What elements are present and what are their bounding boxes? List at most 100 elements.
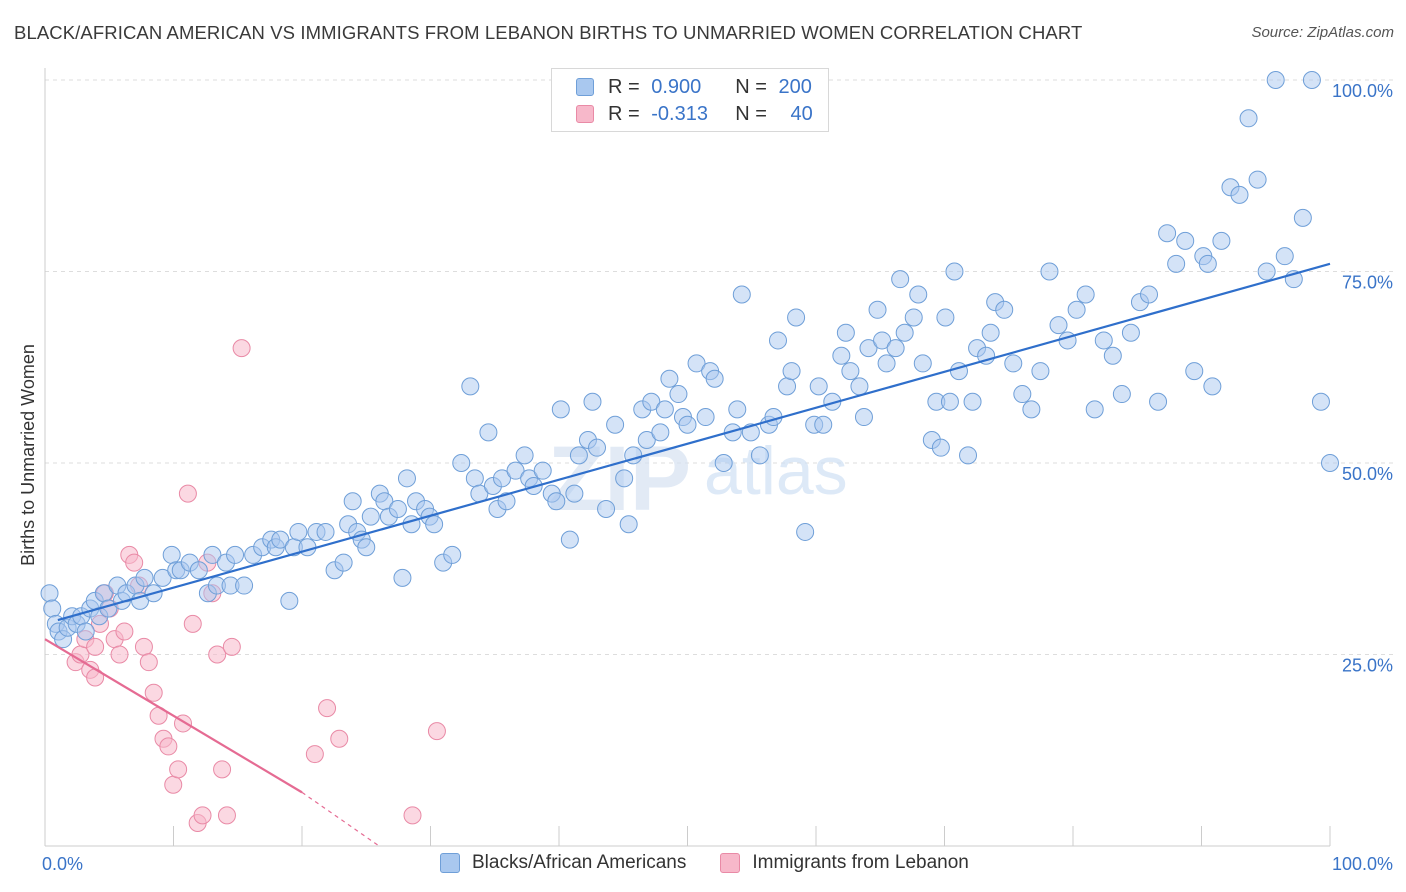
data-point-blacks [334,553,353,572]
data-point-lebanon [144,683,163,702]
trend-line-blacks [57,262,1331,622]
data-point-lebanon [183,614,202,633]
y-tick-label: 100.0% [1332,81,1393,101]
data-point-blacks [1121,323,1140,342]
data-point-blacks [226,545,245,564]
data-point-blacks [940,392,959,411]
data-point-lebanon [110,645,129,664]
series-legend: Blacks/African Americans Immigrants from… [440,852,1003,874]
data-point-blacks [945,262,964,281]
data-point-blacks [1266,71,1285,89]
data-point-blacks [868,300,887,319]
data-point-blacks [814,415,833,434]
data-point-blacks [583,392,602,411]
data-point-blacks [931,438,950,457]
data-point-blacks [235,576,254,595]
data-point-blacks [836,323,855,342]
data-point-lebanon [159,737,178,756]
data-point-blacks [651,423,670,442]
data-point-blacks [479,423,498,442]
data-point-lebanon [213,760,232,779]
series-lebanon [66,339,446,833]
data-point-lebanon [403,806,422,825]
correlation-legend: R = 0.900 N = 200 R = -0.313 N = 40 [551,68,829,132]
data-point-blacks [963,392,982,411]
data-point-blacks [1022,400,1041,419]
legend-r-value: 0.900 [651,75,702,98]
series-legend-item-lebanon[interactable]: Immigrants from Lebanon [720,852,969,874]
data-point-blacks [189,561,208,580]
data-point-blacks [497,492,516,511]
trend-line-lebanon-extrapolated [301,791,380,847]
data-point-blacks [854,408,873,427]
data-point-blacks [981,323,1000,342]
data-point-blacks [1103,346,1122,365]
legend-n-label: N = [735,102,767,125]
data-point-blacks [669,385,688,404]
data-point-blacks [203,545,222,564]
data-point-blacks [443,545,462,564]
data-point-blacks [1176,231,1195,250]
data-point-blacks [1049,316,1068,335]
data-point-lebanon [208,645,227,664]
data-point-blacks [936,308,955,327]
data-point-blacks [1311,392,1330,411]
data-point-blacks [565,484,584,503]
data-point-blacks [714,454,733,472]
data-point-blacks [642,392,661,411]
trend-line-lebanon [44,638,303,794]
data-point-lebanon [222,637,241,656]
data-point-blacks [1112,385,1131,404]
data-point-blacks [298,538,317,557]
data-point-blacks [877,354,896,373]
data-point-blacks [1248,170,1267,189]
data-point-blacks [619,515,638,534]
data-point-lebanon [115,622,134,641]
y-tick-label: 25.0% [1342,656,1393,676]
data-point-blacks [515,446,534,465]
source-label: Source: ZipAtlas.com [1251,24,1394,41]
data-point-blacks [153,568,172,587]
data-point-blacks [43,599,62,618]
trend-lines [44,262,1331,847]
data-point-blacks [687,354,706,373]
data-point-blacks [461,377,480,396]
series-legend-item-blacks[interactable]: Blacks/African Americans [440,852,686,874]
data-point-blacks [606,415,625,434]
data-point-blacks [280,591,299,610]
data-point-blacks [1004,354,1023,373]
series-legend-swatch-pink [720,853,741,873]
data-point-blacks [597,499,616,518]
data-point-blacks [1085,400,1104,419]
data-point-blacks [1239,109,1258,128]
data-point-blacks [569,446,588,465]
data-point-lebanon [330,729,349,748]
data-point-blacks [615,469,634,488]
data-point-lebanon [125,553,144,572]
legend-r-value: -0.313 [651,102,708,125]
data-point-blacks [1067,300,1086,319]
data-point-blacks [787,308,806,327]
data-point-blacks [782,362,801,381]
data-point-lebanon [305,745,324,764]
legend-row-blacks: R = 0.900 N = 200 [576,74,812,100]
data-point-blacks [506,461,525,480]
data-point-blacks [1230,185,1249,204]
data-point-lebanon [86,637,105,656]
data-point-blacks [361,507,380,526]
data-point-blacks [1302,71,1321,89]
legend-r-label: R = [608,102,640,125]
data-point-blacks [452,454,471,472]
data-point-blacks [859,339,878,358]
data-point-blacks [1158,224,1177,243]
series-blacks [40,71,1339,649]
data-point-blacks [728,400,747,419]
data-point-blacks [1185,362,1204,381]
data-point-blacks [655,400,674,419]
legend-n-label: N = [735,75,767,98]
data-point-lebanon [427,722,446,741]
data-point-blacks [1149,392,1168,411]
data-point-lebanon [318,699,337,718]
data-point-blacks [1031,362,1050,381]
data-point-blacks [841,362,860,381]
